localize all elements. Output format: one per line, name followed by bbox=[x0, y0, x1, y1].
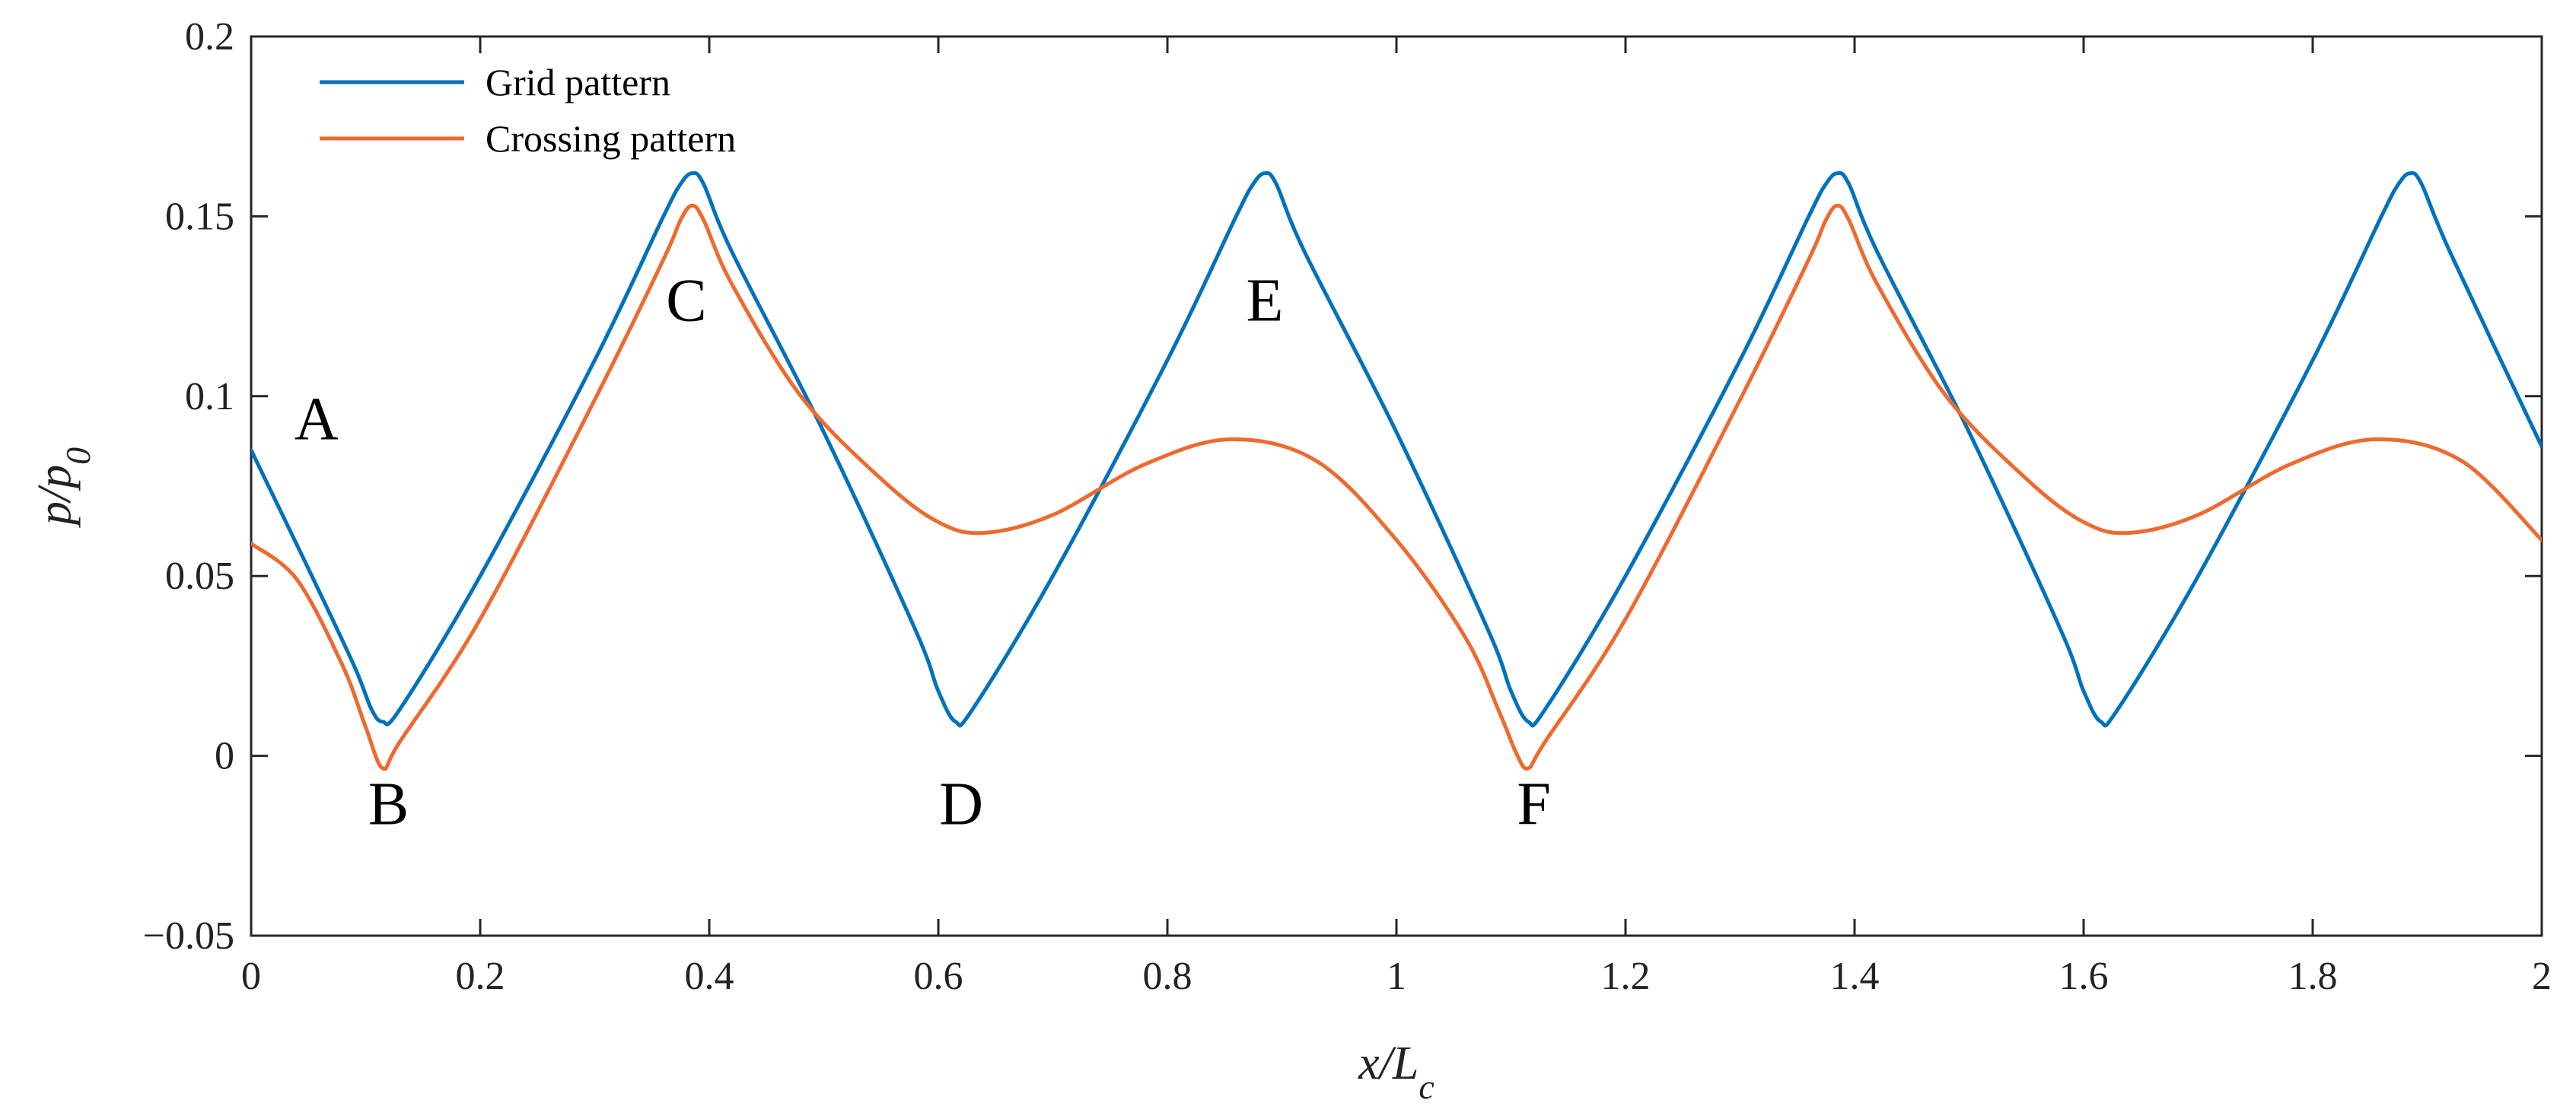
legend-label: Crossing pattern bbox=[486, 117, 736, 160]
x-tick-label: 0 bbox=[241, 955, 261, 998]
x-tick-label: 2 bbox=[2532, 955, 2552, 998]
x-tick-label: 0.6 bbox=[914, 955, 963, 998]
y-axis-label-subscript: 0 bbox=[59, 447, 97, 465]
plot-area: 0 0.2 0.4 0.6 0.8 1 1.2 1.4 1.6 1.8 2−0.0500.050.1… bbox=[29, 15, 2552, 1106]
legend-item-grid-pattern: Grid pattern bbox=[320, 61, 670, 103]
y-tick-label: −0.05 bbox=[143, 914, 234, 958]
annotation-label-e: E bbox=[1246, 268, 1283, 335]
y-tick-label: 0 bbox=[215, 735, 234, 778]
y-axis-label: p/p0 bbox=[29, 447, 97, 528]
y-tick-label: 0.2 bbox=[185, 15, 234, 59]
x-axis-label-subscript: c bbox=[1419, 1067, 1434, 1106]
annotation-label-a: A bbox=[295, 386, 339, 453]
y-tick-label: 0.05 bbox=[165, 555, 234, 598]
legend-item-crossing-pattern: Crossing pattern bbox=[320, 117, 736, 160]
x-tick-label: 0.8 bbox=[1143, 955, 1192, 998]
y-tick-label: 0.1 bbox=[185, 375, 234, 418]
x-axis-label: x/Lc bbox=[1358, 1038, 1434, 1106]
x-tick-label: 0.4 bbox=[685, 955, 734, 998]
x-tick-label: 1.6 bbox=[2059, 955, 2109, 998]
x-axis-label-main: x/L bbox=[1358, 1038, 1419, 1089]
annotation-label-b: B bbox=[368, 771, 409, 838]
annotation-label-d: D bbox=[939, 771, 983, 838]
plot-frame bbox=[250, 35, 2543, 937]
legend-label: Grid pattern bbox=[486, 61, 670, 103]
annotation-label-c: C bbox=[666, 268, 706, 335]
x-tick-label: 1.4 bbox=[1830, 955, 1880, 998]
x-tick-label: 1 bbox=[1387, 955, 1406, 998]
x-tick-label: 1.8 bbox=[2288, 955, 2338, 998]
y-axis-label-main: p/p bbox=[29, 465, 81, 528]
x-tick-label: 0.2 bbox=[456, 955, 505, 998]
y-tick-label: 0.15 bbox=[165, 195, 234, 238]
annotation-label-f: F bbox=[1517, 771, 1551, 838]
legend: Grid pattern Crossing pattern bbox=[320, 61, 736, 160]
x-tick-label: 1.2 bbox=[1601, 955, 1651, 998]
series-line-crossing-pattern bbox=[251, 203, 2542, 771]
series-line-grid-pattern bbox=[251, 170, 2542, 728]
